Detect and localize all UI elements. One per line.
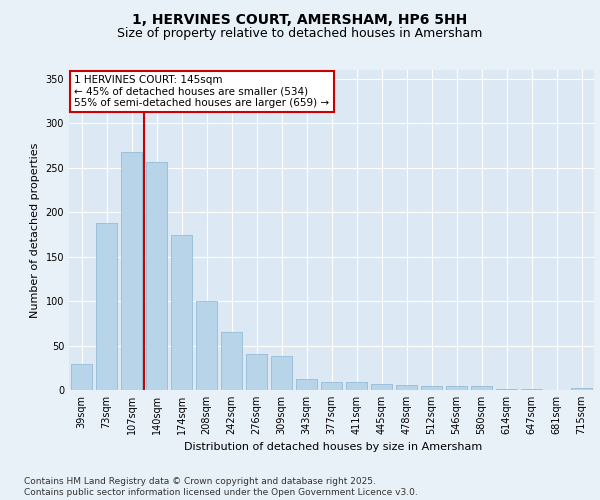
Bar [346,382,367,390]
Bar [146,162,167,390]
Bar [446,386,467,390]
Bar [371,384,392,390]
Bar [521,389,542,390]
Bar [96,223,117,390]
Bar [571,388,592,390]
Bar [496,389,517,390]
Bar [396,384,417,390]
Text: 1 HERVINES COURT: 145sqm
← 45% of detached houses are smaller (534)
55% of semi-: 1 HERVINES COURT: 145sqm ← 45% of detach… [74,75,329,108]
Bar [296,380,317,390]
Bar [196,301,217,390]
Bar [121,152,142,390]
Text: 1, HERVINES COURT, AMERSHAM, HP6 5HH: 1, HERVINES COURT, AMERSHAM, HP6 5HH [133,12,467,26]
Bar [246,354,267,390]
Text: Distribution of detached houses by size in Amersham: Distribution of detached houses by size … [184,442,482,452]
Text: Size of property relative to detached houses in Amersham: Size of property relative to detached ho… [118,28,482,40]
Y-axis label: Number of detached properties: Number of detached properties [30,142,40,318]
Bar [221,332,242,390]
Bar [321,382,342,390]
Bar [171,236,192,390]
Bar [421,386,442,390]
Bar [271,356,292,390]
Bar [471,386,492,390]
Text: Contains HM Land Registry data © Crown copyright and database right 2025.
Contai: Contains HM Land Registry data © Crown c… [24,478,418,497]
Bar [71,364,92,390]
